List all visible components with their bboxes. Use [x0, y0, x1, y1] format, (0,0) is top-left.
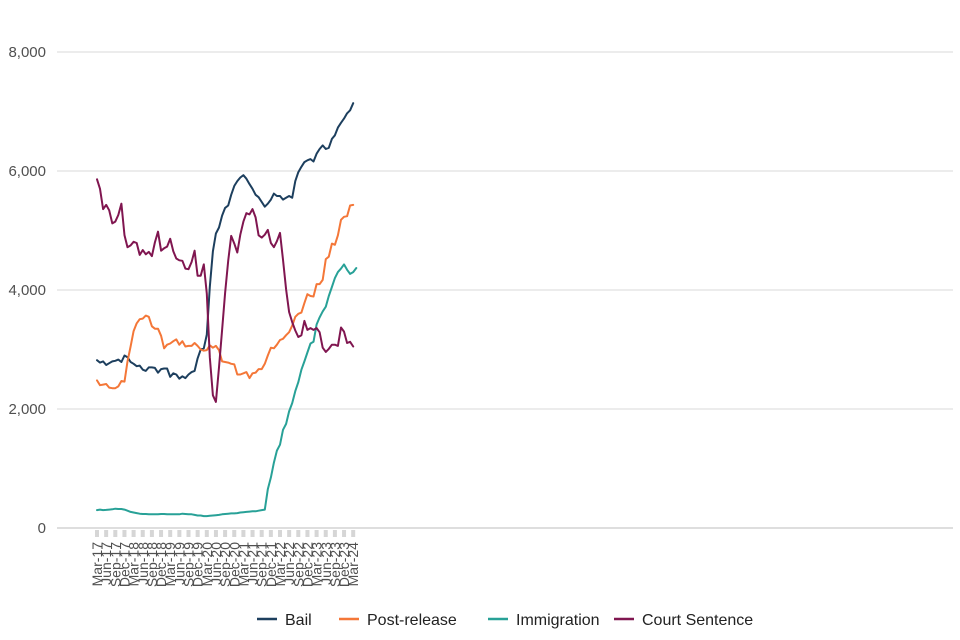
series-line-court-sentence [96, 178, 355, 403]
y-axis-ticks: 0 2,000 4,000 6,000 8,000 [8, 44, 46, 537]
y-tick-label: 8,000 [8, 44, 46, 61]
x-tick-label: Mar-23 [309, 542, 325, 587]
x-tick-mark [177, 530, 182, 537]
x-tick-mark [149, 530, 154, 537]
x-tick-mark [223, 530, 228, 537]
x-tick-mark [287, 530, 292, 537]
y-tick-label: 4,000 [8, 282, 46, 299]
x-tick-label: Mar-18 [126, 542, 142, 587]
x-tick-label: Dec-21 [263, 542, 279, 587]
x-tick-label: Sep-22 [290, 542, 306, 587]
x-tick-label: Jun-21 [245, 542, 261, 585]
x-tick-mark [131, 530, 136, 537]
y-gridlines [57, 51, 953, 529]
x-tick-label: Jun-17 [98, 542, 114, 585]
x-tick-mark [122, 530, 127, 537]
x-tick-label: Dec-17 [116, 542, 132, 587]
x-tick-label: Dec-19 [190, 542, 206, 587]
x-tick-label: Mar-24 [345, 542, 361, 587]
x-tick-mark [186, 530, 191, 537]
x-tick-mark [323, 530, 328, 537]
x-tick-label: Dec-22 [299, 542, 315, 587]
x-tick-mark [278, 530, 282, 537]
legend-label: Post-release [367, 612, 457, 629]
x-tick-label: Jun-20 [208, 542, 224, 585]
x-tick-label: Sep-21 [254, 542, 270, 587]
x-tick-label: Mar-22 [272, 542, 288, 587]
x-tick-mark [232, 530, 237, 537]
x-tick-mark [250, 530, 255, 537]
x-tick-mark [213, 530, 218, 537]
x-tick-label: Mar-21 [235, 542, 251, 587]
x-tick-mark [104, 530, 109, 537]
legend: Bail Post-release Immigration Court Sentenc… [257, 612, 753, 629]
x-tick-mark [314, 530, 319, 537]
x-tick-label: Sep-17 [107, 542, 123, 587]
x-tick-mark [268, 530, 273, 537]
x-tick-mark [332, 530, 337, 537]
x-axis-ticks: Mar-17Jun-17Sep-17Dec-17Mar-18Jun-18Sep-… [89, 530, 361, 587]
y-tick-label: 0 [38, 520, 46, 537]
x-tick-mark [140, 530, 145, 537]
series-line-bail [96, 102, 355, 380]
x-tick-mark [342, 530, 347, 537]
series-line-immigration [96, 263, 358, 518]
x-tick-label: Jun-19 [171, 542, 187, 585]
x-tick-label: Mar-19 [162, 542, 178, 587]
x-tick-label: Mar-17 [89, 542, 105, 587]
x-tick-label: Sep-23 [327, 542, 343, 587]
legend-label: Court Sentence [642, 612, 753, 629]
x-tick-mark [296, 530, 301, 537]
x-tick-mark [168, 530, 173, 537]
x-tick-mark [305, 530, 310, 537]
x-tick-label: Dec-18 [153, 542, 169, 587]
x-tick-mark [159, 530, 164, 537]
y-tick-label: 6,000 [8, 163, 46, 180]
x-tick-label: Mar-20 [199, 542, 215, 587]
series-lines [96, 102, 358, 518]
y-tick-label: 2,000 [8, 401, 46, 418]
x-tick-mark [259, 530, 264, 537]
x-tick-mark [351, 530, 356, 537]
x-tick-label: Dec-20 [226, 542, 242, 587]
x-tick-mark [241, 530, 246, 537]
legend-label: Immigration [516, 612, 600, 629]
x-tick-label: Sep-18 [144, 542, 160, 587]
x-tick-mark [95, 530, 99, 537]
x-tick-mark [195, 530, 200, 537]
x-tick-label: Jun-23 [318, 542, 334, 585]
x-tick-mark [113, 530, 118, 537]
series-line-post-release [96, 203, 355, 390]
legend-label: Bail [285, 612, 312, 629]
x-tick-label: Dec-23 [336, 542, 352, 587]
x-tick-label: Jun-22 [281, 542, 297, 585]
x-tick-label: Sep-20 [217, 542, 233, 587]
x-tick-label: Sep-19 [181, 542, 197, 587]
x-tick-mark [204, 530, 209, 537]
x-tick-label: Jun-18 [135, 542, 151, 585]
